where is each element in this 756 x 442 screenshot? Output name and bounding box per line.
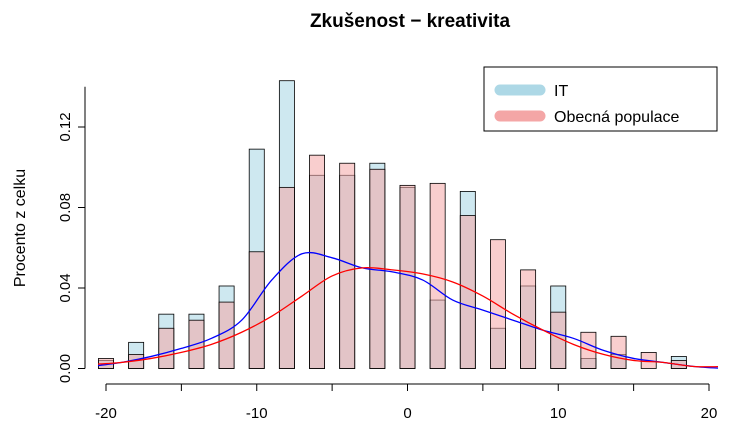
y-tick-label: 0.12 — [57, 112, 74, 141]
plot-bars — [98, 80, 687, 369]
y-tick-label: 0.00 — [57, 354, 74, 383]
legend-label-populace: Obecná populace — [554, 109, 680, 126]
bar-populace-12 — [459, 215, 476, 369]
bar-populace-2 — [158, 327, 175, 369]
legend-label-it: IT — [554, 83, 568, 100]
legend: IT Obecná populace — [483, 66, 718, 132]
x-tick-label: 0 — [403, 405, 411, 422]
density-line-populace — [98, 266, 718, 368]
y-axis-label: Procento z celku — [12, 169, 29, 287]
plot-lines — [98, 251, 718, 369]
bar-populace-8 — [339, 162, 356, 369]
bar-populace-14 — [520, 269, 537, 369]
bar-populace-13 — [490, 239, 506, 369]
x-tick-label: 10 — [550, 405, 567, 422]
bar-populace-15 — [550, 311, 567, 369]
series-1-bars — [98, 154, 687, 369]
x-tick-label: -20 — [95, 405, 117, 422]
x-tick-label: 20 — [701, 405, 718, 422]
axes: 0.00 0.04 0.08 0.12 -20 -10 0 10 20 — [57, 86, 718, 422]
chart-title: Zkušenost − kreativita — [310, 11, 511, 32]
y-tick-label: 0.08 — [57, 193, 74, 222]
bar-populace-6 — [278, 186, 295, 369]
bar-populace-4 — [218, 301, 235, 369]
x-tick-label: -10 — [246, 405, 268, 422]
density-line-it — [98, 251, 718, 369]
bar-populace-17 — [610, 335, 627, 369]
bar-populace-7 — [309, 154, 325, 369]
y-tick-label: 0.04 — [57, 273, 74, 302]
bar-populace-5 — [248, 251, 265, 369]
